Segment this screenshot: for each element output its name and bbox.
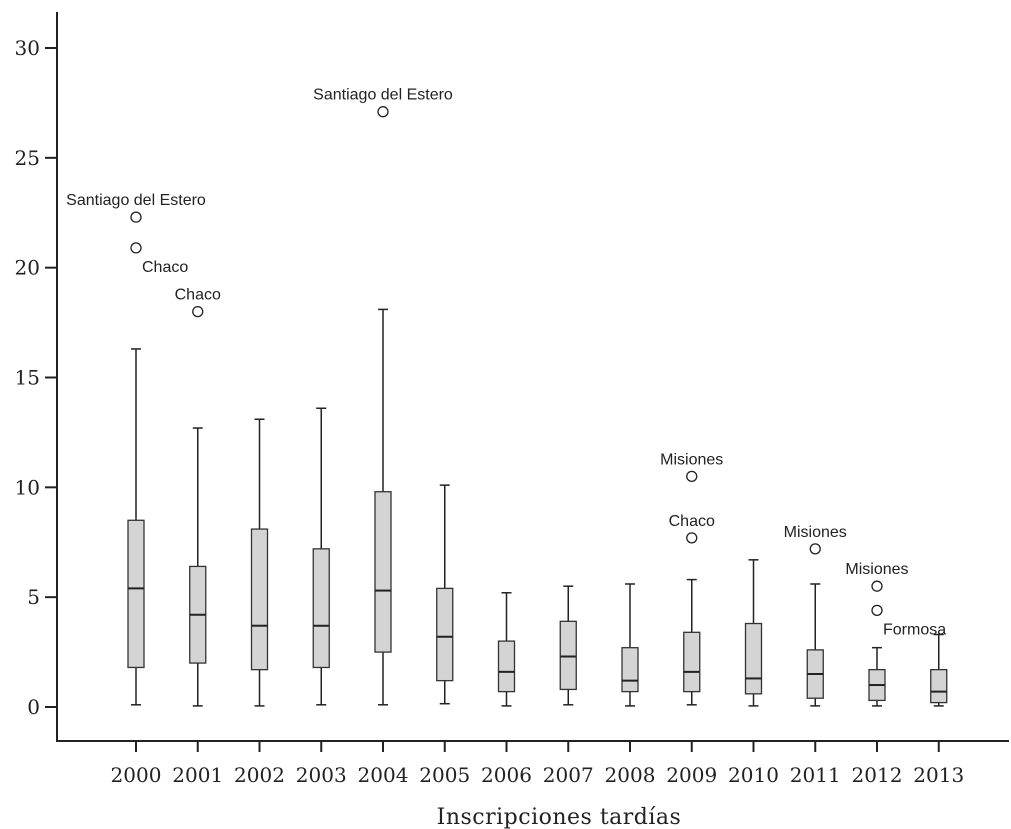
outlier-point — [686, 470, 698, 483]
iqr-box — [559, 620, 577, 691]
box-2012 — [868, 646, 886, 707]
y-ticks: 0 5 10 15 20 25 30 — [15, 36, 57, 719]
iqr-box — [312, 548, 330, 669]
x-tick-label: 2006 — [481, 763, 532, 787]
box-2009 — [683, 578, 701, 706]
box-2003 — [312, 407, 330, 706]
y-tick-label: 10 — [15, 475, 40, 499]
iqr-box — [683, 631, 701, 693]
outlier-label: Chaco — [142, 259, 188, 276]
box-2007 — [559, 585, 577, 706]
outlier-label: Formosa — [883, 621, 946, 638]
x-tick-label: 2005 — [419, 763, 470, 787]
box-2010 — [744, 559, 763, 707]
outlier-label: Misiones — [845, 561, 908, 578]
x-axis-title: Inscripciones tardías — [437, 805, 682, 829]
outlier-point — [377, 106, 389, 118]
x-tick-label: 2000 — [111, 763, 162, 787]
y-tick-label: 15 — [15, 366, 40, 390]
box-2006 — [497, 592, 516, 707]
y-tick-label: 30 — [15, 36, 40, 60]
box-2013 — [930, 633, 948, 707]
box-2008 — [621, 583, 639, 707]
iqr-box — [436, 587, 454, 682]
x-tick-label: 2009 — [666, 763, 717, 787]
box-2011 — [806, 583, 824, 707]
outlier-label: Chaco — [669, 513, 715, 530]
x-tick-label: 2007 — [543, 763, 594, 787]
outlier-point — [130, 242, 142, 254]
y-tick-label: 5 — [27, 585, 40, 609]
iqr-box — [621, 647, 639, 693]
outlier-point — [686, 532, 698, 544]
y-tick-label: 20 — [15, 256, 40, 280]
x-tick-label: 2012 — [852, 763, 903, 787]
box-2002 — [250, 418, 269, 707]
outlier-point — [871, 580, 883, 592]
iqr-box — [744, 622, 763, 695]
outlier-point — [871, 604, 883, 616]
x-tick-label: 2002 — [234, 763, 285, 787]
x-tick-label: 2013 — [913, 763, 964, 787]
boxes — [127, 308, 948, 707]
x-tick-label: 2003 — [296, 763, 347, 787]
box-2000 — [127, 348, 145, 706]
box-2001 — [189, 427, 207, 707]
outlier-point — [192, 305, 204, 318]
y-tick-label: 25 — [15, 146, 40, 170]
outlier-point — [809, 543, 821, 555]
x-ticks: 2000 2001 2002 2003 2004 2005 2006 2007 2008 2009… — [111, 741, 964, 787]
outlier-label: Santiago del Estero — [313, 87, 453, 104]
iqr-box — [250, 528, 269, 671]
y-tick-label: 0 — [27, 695, 40, 719]
iqr-box — [930, 669, 948, 704]
x-tick-label: 2010 — [728, 763, 779, 787]
iqr-box — [374, 491, 392, 653]
box-2005 — [436, 484, 454, 705]
iqr-box — [127, 519, 145, 669]
outlier-point — [130, 211, 142, 223]
x-tick-label: 2001 — [172, 763, 223, 787]
outlier-label: Chaco — [175, 287, 221, 304]
box-2004 — [374, 308, 392, 706]
outlier-label: Santiago del Estero — [66, 192, 206, 209]
outlier-label: Misiones — [660, 451, 723, 468]
outliers: Santiago del Estero Chaco Chaco Santiago de… — [66, 87, 946, 639]
x-tick-label: 2008 — [605, 763, 656, 787]
iqr-box — [497, 640, 516, 693]
x-tick-label: 2011 — [790, 763, 841, 787]
x-tick-label: 2004 — [358, 763, 409, 787]
outlier-label: Misiones — [784, 524, 847, 541]
